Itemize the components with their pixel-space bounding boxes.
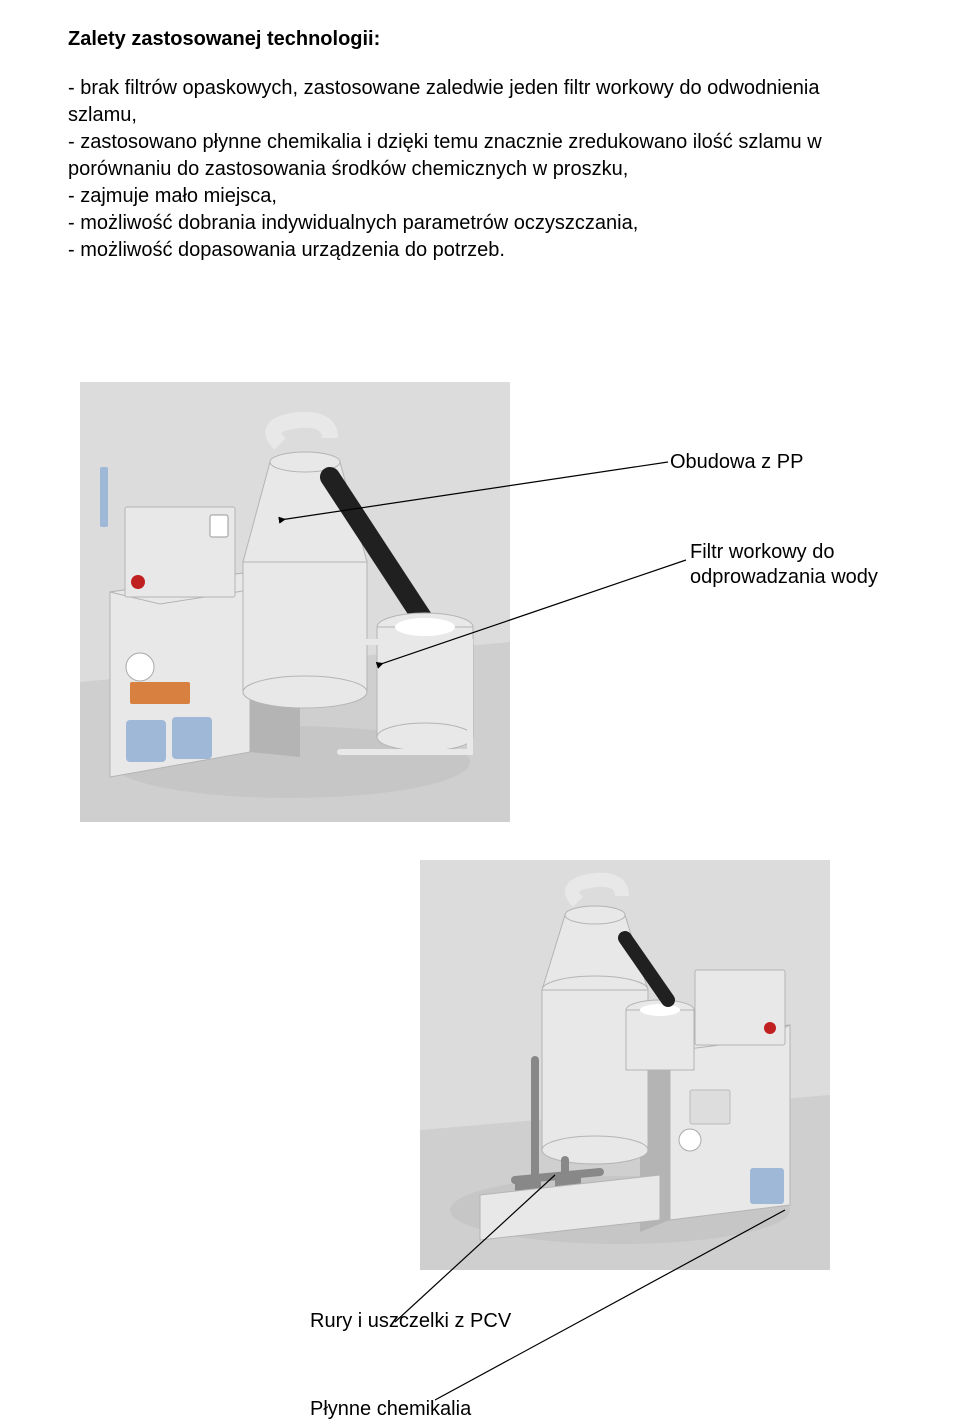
callout-filtr: Filtr workowy do odprowadzania wody: [690, 540, 878, 590]
figure-machine-rear: [420, 860, 830, 1270]
bullet-line: - zastosowano płynne chemikalia i dzięki…: [68, 129, 892, 156]
machine-illustration-1: [80, 382, 510, 822]
bullet-line: - możliwość dopasowania urządzenia do po…: [68, 237, 892, 264]
callout-filtr-line1: Filtr workowy do: [690, 541, 834, 563]
bullet-line: - zajmuje mało miejsca,: [68, 183, 892, 210]
machine-illustration-2: [420, 860, 830, 1270]
callout-filtr-line2: odprowadzania wody: [690, 566, 878, 588]
section-heading: Zalety zastosowanej technologii:: [68, 28, 892, 51]
bullet-line: - możliwość dobrania indywidualnych para…: [68, 210, 892, 237]
bullet-list: - brak filtrów opaskowych, zastosowane z…: [68, 75, 892, 264]
bullet-line: - brak filtrów opaskowych, zastosowane z…: [68, 75, 892, 102]
bullet-line: porównaniu do zastosowania środków chemi…: [68, 156, 892, 183]
callout-obudowa: Obudowa z PP: [670, 450, 803, 475]
caption-chemikalia: Płynne chemikalia: [310, 1398, 471, 1421]
bullet-line: szlamu,: [68, 102, 892, 129]
figure-machine-front: [80, 382, 510, 822]
caption-rury: Rury i uszczelki z PCV: [310, 1310, 511, 1333]
